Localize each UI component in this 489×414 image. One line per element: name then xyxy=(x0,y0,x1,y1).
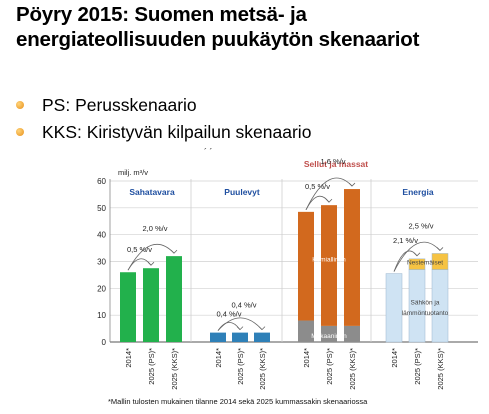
y-tick-label: 50 xyxy=(97,204,106,213)
bar xyxy=(321,205,337,326)
bar xyxy=(298,211,314,321)
x-tick-label: 2025 (KKS)* xyxy=(436,348,445,390)
growth-arc xyxy=(305,177,353,211)
growth-label: 0,5 %/v xyxy=(305,182,330,191)
x-tick-label: 2025 (KKS)* xyxy=(258,348,267,390)
x-tick-label: 2025 (PS)* xyxy=(325,348,334,385)
y-tick-label: 40 xyxy=(97,231,106,240)
bullet-list: PS: Perusskenaario KKS: Kiristyvän kilpa… xyxy=(16,92,311,146)
bullet-dot-icon xyxy=(16,101,24,109)
bar xyxy=(143,268,159,342)
segment-label: Nestemäiset xyxy=(407,260,443,267)
bar xyxy=(431,253,449,270)
bullet-text: PS: Perusskenaario xyxy=(42,95,197,115)
growth-label: 2,5 %/v xyxy=(408,221,433,230)
growth-arrowhead xyxy=(325,198,333,203)
growth-arrowhead xyxy=(236,326,244,331)
bar xyxy=(321,325,337,342)
x-tick-label: 2014* xyxy=(214,348,223,368)
bar xyxy=(298,320,314,342)
growth-label: 2,0 %/v xyxy=(142,224,167,233)
bar xyxy=(385,273,403,343)
bullet-item: PS: Perusskenaario xyxy=(16,92,311,119)
group-title: Sahatavara xyxy=(129,187,175,197)
growth-arc xyxy=(217,321,241,331)
y-tick-label: 60 xyxy=(97,177,106,186)
segment-label: Kemiallinen xyxy=(312,257,346,264)
bar xyxy=(120,272,136,342)
x-tick-label: 2025 (PS)* xyxy=(147,348,156,385)
y-axis-label: milj. m³/v xyxy=(118,168,148,177)
bullet-item: KKS: Kiristyvän kilpailun skenaario xyxy=(16,119,311,146)
growth-arrowhead xyxy=(147,261,155,266)
page-title: Pöyry 2015: Suomen metsä- ja energiateol… xyxy=(16,3,420,51)
bar xyxy=(166,256,182,342)
growth-arc xyxy=(393,241,441,272)
growth-label: 1,6 %/v xyxy=(320,157,345,166)
x-tick-label: 2025 (PS)* xyxy=(236,348,245,385)
x-tick-label: 2014* xyxy=(390,348,399,368)
bullet-dot-icon xyxy=(16,128,24,136)
bullet-text: KKS: Kiristyvän kilpailun skenaario xyxy=(42,122,312,142)
x-tick-label: 2025 (KKS)* xyxy=(170,348,179,390)
bar xyxy=(210,332,226,342)
growth-arrowhead xyxy=(258,326,266,331)
y-tick-label: 20 xyxy=(97,284,106,293)
growth-arrowhead xyxy=(436,247,444,252)
growth-label: 0,4 %/v xyxy=(231,301,256,310)
bar xyxy=(344,325,360,342)
x-tick-label: 2014* xyxy=(124,348,133,368)
group-title: Puulevyt xyxy=(224,187,260,197)
growth-arc xyxy=(217,317,263,331)
growth-label: 0,5 %/v xyxy=(127,245,152,254)
segment-label: lämmöntuotanto xyxy=(402,310,449,317)
stray-mark: ´ ´ xyxy=(204,147,213,157)
growth-arrowhead xyxy=(170,249,178,254)
y-tick-label: 0 xyxy=(102,338,107,347)
segment-label: Mekaaninen xyxy=(311,333,347,340)
growth-label: 0,4 %/v xyxy=(216,310,241,319)
x-tick-label: 2025 (PS)* xyxy=(413,348,422,385)
y-tick-label: 30 xyxy=(97,258,106,267)
bar xyxy=(254,332,270,342)
growth-arrowhead xyxy=(413,252,421,257)
bar xyxy=(344,189,360,326)
bar xyxy=(232,332,248,342)
x-tick-label: 2025 (KKS)* xyxy=(348,348,357,390)
growth-label: 2,1 %/v xyxy=(393,236,418,245)
bar xyxy=(408,258,426,270)
footnote: *Mallin tulosten mukainen tilanne 2014 s… xyxy=(108,397,368,406)
y-tick-label: 10 xyxy=(97,311,106,320)
growth-arc xyxy=(127,243,175,271)
x-tick-label: 2014* xyxy=(302,348,311,368)
growth-arrowhead xyxy=(348,182,356,187)
group-title: Sellut ja massat xyxy=(304,159,368,169)
segment-label: Sähkön ja xyxy=(411,299,440,306)
group-title: Energia xyxy=(402,187,433,197)
